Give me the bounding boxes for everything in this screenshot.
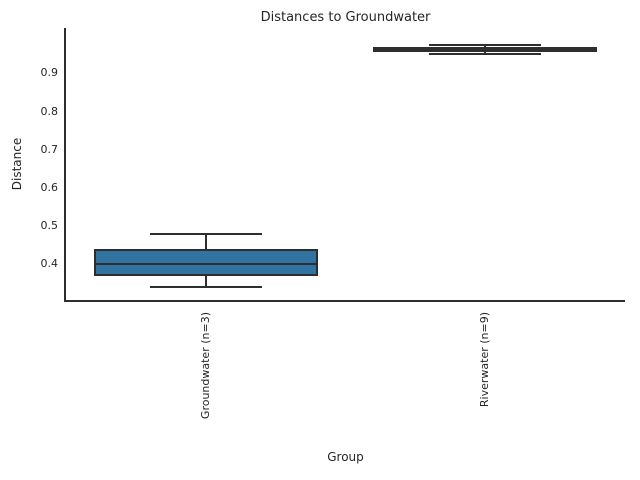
x-tick-label-groundwater: Groundwater (n=3) (198, 312, 212, 420)
box-cap-high-groundwater (149, 232, 262, 235)
y-tick-label: 0.4 (40, 257, 59, 271)
plot-area (64, 28, 625, 302)
box-cap-low-riverwater (429, 53, 542, 56)
box-rect-groundwater (93, 248, 318, 276)
box-median-groundwater (93, 263, 318, 266)
y-tick-label: 0.5 (40, 218, 59, 232)
box-cap-low-groundwater (149, 286, 262, 289)
y-tick-label: 0.9 (40, 66, 59, 80)
box-cap-high-riverwater (429, 44, 542, 47)
x-axis-label: Group (327, 450, 364, 464)
x-tick-label-riverwater: Riverwater (n=9) (478, 312, 492, 408)
box-median-riverwater (373, 48, 598, 51)
y-tick-label: 0.7 (40, 142, 59, 156)
y-tick-label: 0.6 (40, 180, 59, 194)
y-tick-label: 0.8 (40, 104, 59, 118)
chart-title: Distances to Groundwater (260, 10, 431, 25)
